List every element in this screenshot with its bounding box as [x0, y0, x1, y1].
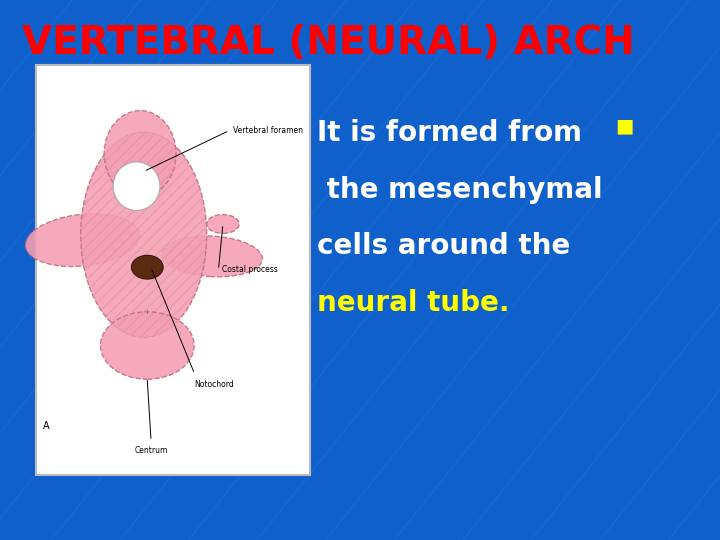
Bar: [36, 65, 310, 475]
Ellipse shape: [162, 236, 262, 277]
Text: the mesenchymal: the mesenchymal: [317, 176, 603, 204]
Text: cells around the: cells around the: [317, 232, 570, 260]
Ellipse shape: [207, 214, 239, 233]
Text: Vertebral foramen: Vertebral foramen: [233, 126, 303, 135]
Ellipse shape: [25, 214, 140, 267]
Text: It is formed from: It is formed from: [317, 119, 601, 147]
Text: Centrum: Centrum: [134, 446, 168, 455]
Ellipse shape: [104, 111, 176, 197]
Ellipse shape: [113, 162, 160, 211]
Text: Notochord: Notochord: [194, 380, 235, 389]
Ellipse shape: [81, 132, 207, 338]
Ellipse shape: [101, 312, 194, 379]
Text: Costal process: Costal process: [222, 266, 278, 274]
Text: neural tube.: neural tube.: [317, 289, 509, 317]
Text: A: A: [43, 421, 50, 431]
Text: ■: ■: [616, 116, 634, 135]
Text: VERTEBRAL (NEURAL) ARCH: VERTEBRAL (NEURAL) ARCH: [22, 24, 634, 62]
Circle shape: [132, 255, 163, 279]
